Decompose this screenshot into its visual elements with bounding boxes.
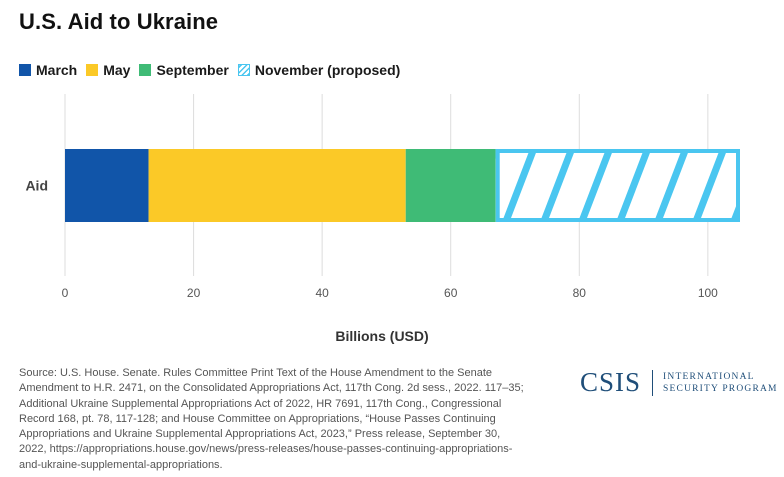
x-tick-label: 0 bbox=[62, 286, 69, 300]
legend-swatch-march bbox=[19, 64, 31, 76]
legend-item-november-proposed: November (proposed) bbox=[237, 62, 401, 78]
bar-segment-march bbox=[65, 149, 149, 222]
csis-logo: CSIS INTERNATIONAL SECURITY PROGRAM bbox=[580, 367, 778, 398]
logo-subtitle-line2: SECURITY PROGRAM bbox=[663, 383, 778, 394]
bar-segment-may bbox=[148, 149, 406, 222]
legend-swatch-may bbox=[86, 64, 99, 76]
legend-item-may: May bbox=[86, 62, 130, 78]
legend-item-march: March bbox=[19, 62, 77, 78]
x-tick-label: 20 bbox=[187, 286, 201, 300]
x-tick-label: 100 bbox=[698, 286, 718, 300]
x-tick-label: 80 bbox=[573, 286, 587, 300]
legend-swatch-november-proposed bbox=[237, 64, 250, 76]
logo-subtitle-line1: INTERNATIONAL bbox=[663, 371, 755, 382]
logo-mark: CSIS bbox=[580, 367, 642, 397]
legend-label-november-proposed: November (proposed) bbox=[254, 62, 401, 78]
chart-plot: 0 20 40 60 80 100 Aid Billions (USD) bbox=[25, 94, 741, 344]
legend-swatch-september bbox=[139, 64, 152, 76]
x-tick-label: 60 bbox=[444, 286, 458, 300]
legend-label-march: March bbox=[36, 62, 78, 78]
y-category-label: Aid bbox=[25, 178, 48, 194]
logo-subtitle: INTERNATIONAL SECURITY PROGRAM bbox=[663, 371, 778, 395]
x-axis-label: Billions (USD) bbox=[335, 328, 428, 344]
chart-legend: March May September November (proposed) bbox=[19, 61, 409, 79]
x-tick-label: 40 bbox=[315, 286, 329, 300]
logo-divider bbox=[652, 369, 654, 396]
source-note: Source: U.S. House. Senate. Rules Commit… bbox=[19, 367, 524, 471]
legend-label-september: September bbox=[156, 62, 229, 78]
legend-item-september: September bbox=[139, 62, 229, 78]
bar-segment-november-proposed bbox=[495, 149, 741, 222]
chart-title: U.S. Aid to Ukraine bbox=[19, 9, 219, 34]
bar-segment-september bbox=[405, 149, 496, 222]
legend-label-may: May bbox=[103, 62, 131, 78]
